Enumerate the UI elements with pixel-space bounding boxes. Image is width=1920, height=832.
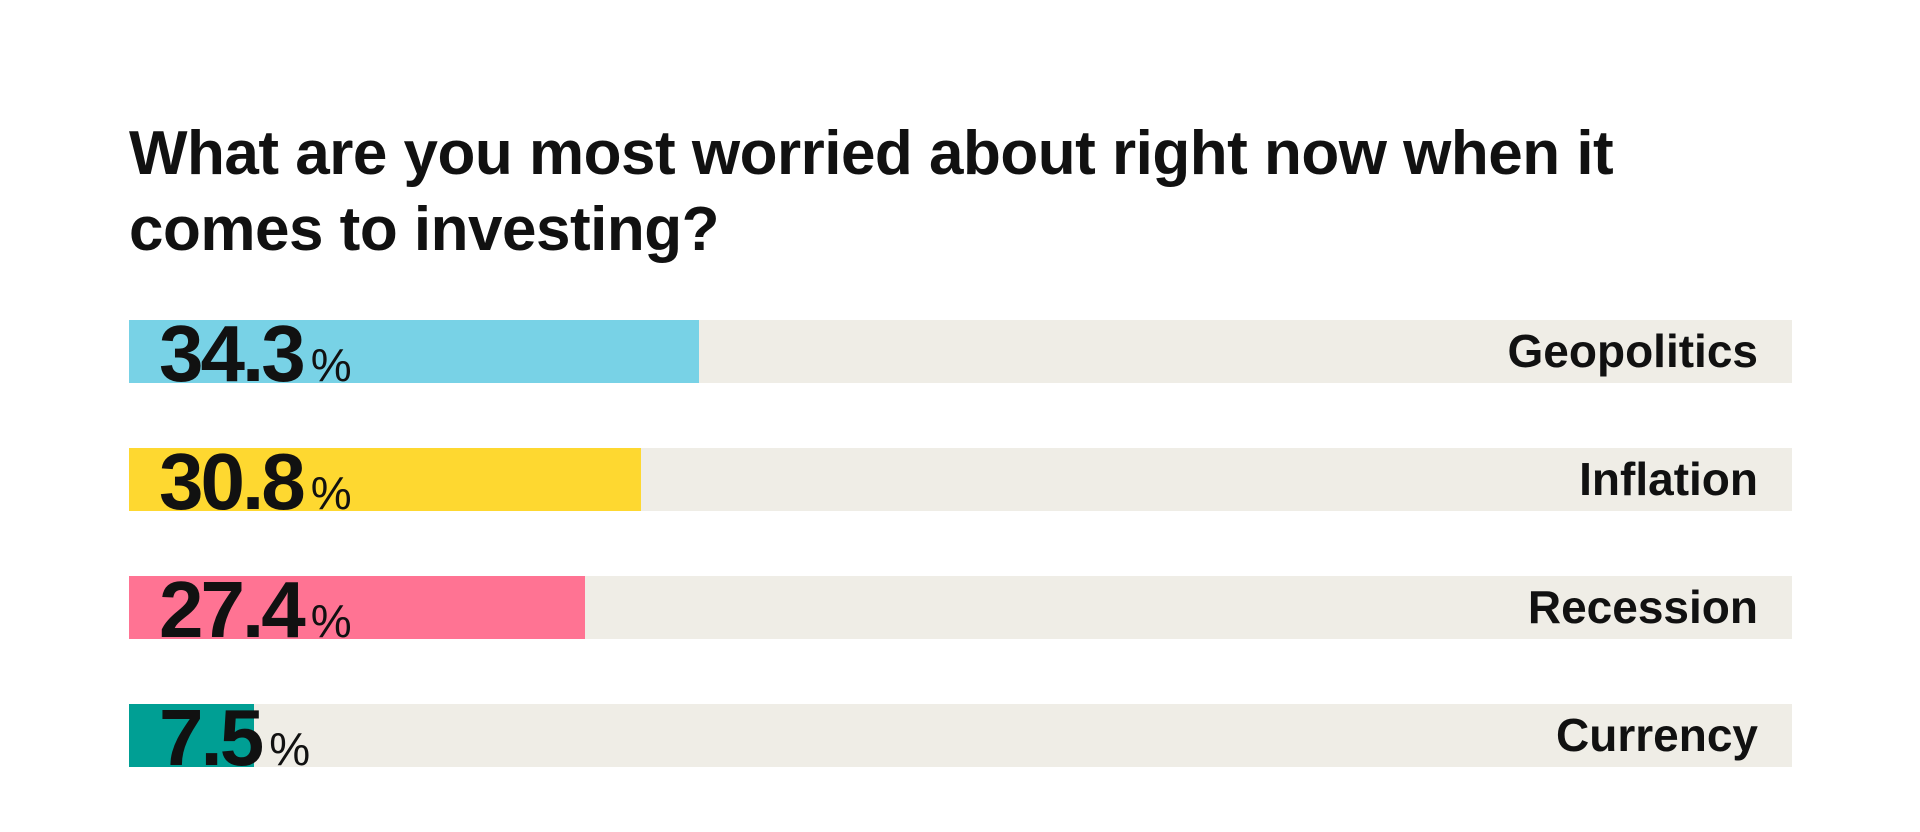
value-number-currency: 7.5 [159, 693, 264, 782]
value-number-recession: 27.4 [159, 565, 306, 654]
value-label-currency: 7.5% [159, 698, 310, 789]
bar-row-currency: 7.5% Currency [129, 698, 1792, 778]
value-label-geopolitics: 34.3% [159, 314, 352, 405]
value-number-geopolitics: 34.3 [159, 309, 306, 398]
percent-sign: % [310, 339, 352, 391]
value-label-inflation: 30.8% [159, 442, 352, 533]
percent-sign: % [269, 723, 311, 775]
survey-bar-chart: What are you most worried about right no… [129, 119, 1792, 778]
value-number-inflation: 30.8 [159, 437, 306, 526]
category-label-recession: Recession [1527, 581, 1758, 633]
category-label-geopolitics: Geopolitics [1507, 325, 1758, 377]
chart-title: What are you most worried about right no… [129, 119, 1614, 264]
value-label-recession: 27.4% [159, 570, 352, 661]
bar-fill-recession [129, 576, 585, 639]
bar-row-geopolitics: 34.3% Geopolitics [129, 314, 1792, 394]
category-label-currency: Currency [1556, 709, 1758, 761]
bar-rows: 34.3% Geopolitics 30.8% Inflation 27.4% … [129, 314, 1792, 832]
bar-fill-geopolitics [129, 320, 700, 383]
bar-row-inflation: 30.8% Inflation [129, 442, 1792, 522]
percent-sign: % [310, 595, 352, 647]
category-label-inflation: Inflation [1579, 453, 1758, 505]
bar-row-recession: 27.4% Recession [129, 570, 1792, 650]
bar-fill-inflation [129, 448, 642, 511]
percent-sign: % [310, 467, 352, 519]
bar-fill-currency [129, 704, 254, 767]
